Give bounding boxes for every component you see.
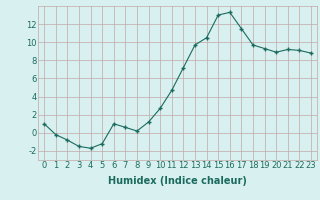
X-axis label: Humidex (Indice chaleur): Humidex (Indice chaleur) xyxy=(108,176,247,186)
